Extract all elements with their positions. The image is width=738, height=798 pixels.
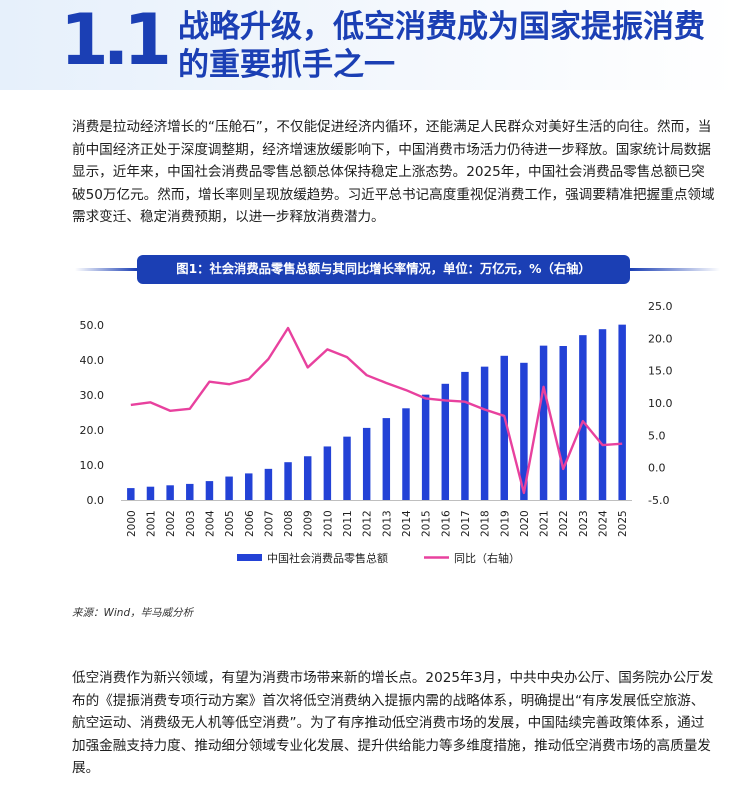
intro-paragraph: 消费是拉动经济增长的“压舱石”，不仅能促进经济内循环，还能满足人民群众对美好生活…	[72, 119, 715, 226]
bar	[421, 394, 430, 500]
x-tick-label: 2022	[558, 510, 570, 537]
x-tick-label: 2013	[381, 510, 393, 537]
x-tick-label: 2019	[499, 510, 511, 537]
bar	[303, 456, 312, 500]
x-tick-label: 2001	[145, 510, 157, 537]
bar	[186, 483, 194, 500]
bar	[225, 476, 233, 500]
y-right-tick-label: 20.0	[648, 332, 673, 345]
x-tick-label: 2006	[244, 510, 256, 537]
x-tick-label: 2021	[539, 510, 551, 537]
bar	[480, 366, 489, 500]
bar	[598, 329, 607, 500]
y-left-tick-label: 30.0	[80, 389, 105, 402]
bar	[323, 446, 332, 500]
bar	[539, 345, 548, 500]
x-tick-label: 2025	[617, 510, 629, 537]
x-tick-label: 2012	[362, 510, 374, 537]
closing-paragraph: 低空消费作为新兴领域，有望为消费市场带来新的增长点。2025年3月，中共中央办公…	[72, 670, 714, 777]
y-right-tick-label: -5.0	[648, 494, 669, 507]
bar	[382, 418, 391, 500]
bar	[205, 481, 214, 500]
bar	[579, 335, 587, 500]
x-tick-label: 2014	[401, 510, 413, 537]
bar	[284, 462, 292, 500]
bar	[500, 355, 508, 500]
bar	[402, 408, 410, 500]
x-tick-label: 2010	[322, 510, 334, 537]
x-tick-label: 2024	[598, 510, 610, 537]
y-left-tick-label: 20.0	[80, 424, 105, 437]
header-band	[0, 0, 738, 90]
y-right-tick-label: 25.0	[648, 300, 673, 313]
y-right-tick-label: 5.0	[648, 429, 666, 442]
y-left-tick-label: 40.0	[80, 354, 105, 367]
y-right-tick-label: 0.0	[648, 462, 666, 475]
x-tick-label: 2003	[185, 510, 197, 537]
bar	[166, 485, 174, 500]
bar	[362, 427, 371, 500]
figure-title: 图1：社会消费品零售总额与其同比增长率情况，单位：万亿元，%（右轴）	[137, 255, 630, 284]
x-tick-label: 2009	[303, 510, 315, 537]
x-tick-label: 2000	[126, 510, 138, 537]
bar	[441, 383, 450, 500]
bar	[264, 468, 273, 500]
x-tick-label: 2016	[440, 510, 452, 537]
x-tick-label: 2004	[204, 510, 216, 537]
figure-source: 来源：Wind，毕马威分析	[72, 607, 194, 619]
x-tick-label: 2015	[421, 510, 433, 537]
figure-rule-left	[75, 268, 137, 271]
section-number: 1.1	[60, 0, 172, 81]
bar	[245, 473, 253, 500]
x-tick-label: 2008	[283, 510, 295, 537]
x-tick-label: 2002	[165, 510, 177, 537]
bar	[559, 346, 567, 500]
y-right-tick-label: 10.0	[648, 397, 673, 410]
x-tick-label: 2018	[480, 510, 492, 537]
x-tick-label: 2017	[460, 510, 472, 537]
bar	[146, 486, 155, 500]
bar	[618, 324, 626, 500]
bar	[461, 371, 469, 500]
x-tick-label: 2023	[578, 510, 590, 537]
x-tick-label: 2011	[342, 510, 354, 537]
yoy-growth-line	[130, 326, 623, 495]
legend-label-retail-sales: 中国社会消费品零售总额	[267, 551, 388, 565]
x-tick-label: 2007	[263, 510, 275, 537]
legend-swatch-retail-sales	[237, 554, 262, 561]
y-right-tick-label: 15.0	[648, 365, 673, 378]
x-tick-label: 2020	[519, 510, 531, 537]
y-left-tick-label: 50.0	[80, 319, 105, 332]
legend-label-yoy: 同比（右轴）	[454, 551, 520, 565]
section-title: 战略升级，低空消费成为国家提振消费的重要抓手之一	[178, 9, 705, 83]
figure-rule-right	[630, 268, 720, 271]
bar	[343, 436, 351, 500]
bar	[520, 362, 528, 500]
x-tick-label: 2005	[224, 510, 236, 537]
y-left-tick-label: 10.0	[80, 459, 105, 472]
bar	[127, 488, 135, 500]
y-left-tick-label: 0.0	[87, 494, 105, 507]
